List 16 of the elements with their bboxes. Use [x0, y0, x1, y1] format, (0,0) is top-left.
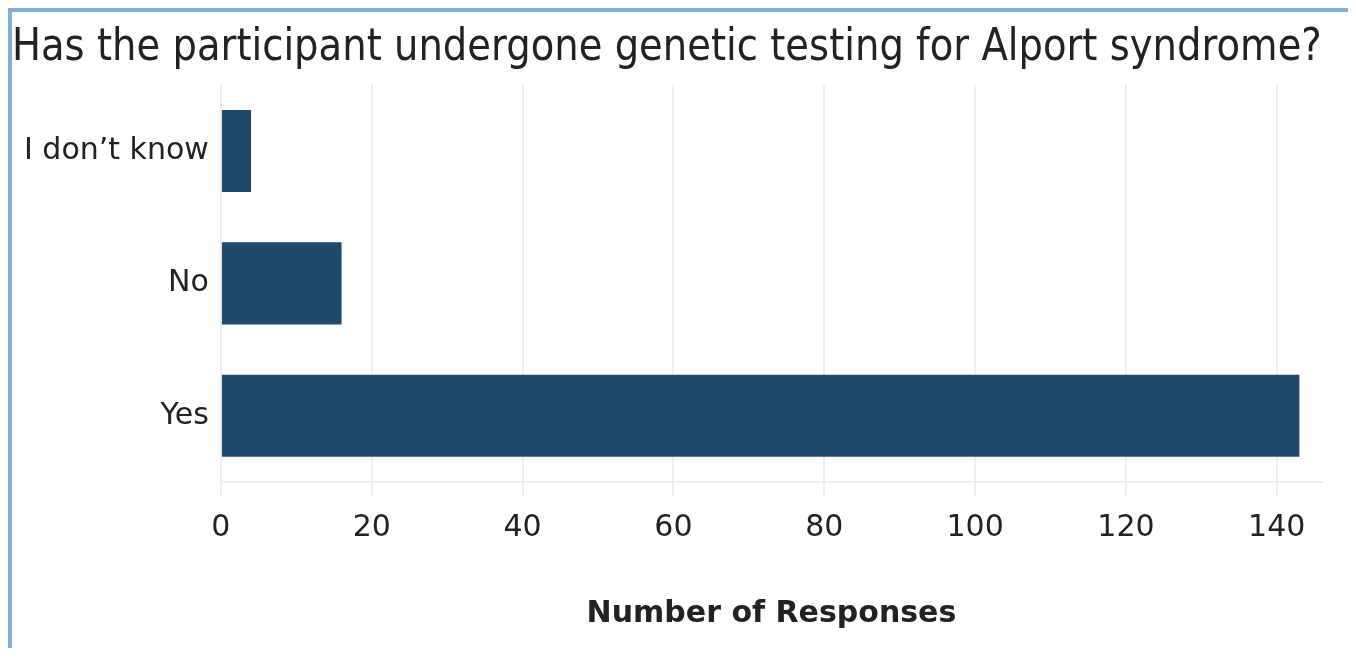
- x-tick-label: 60: [654, 507, 693, 543]
- bar: [221, 374, 1300, 457]
- x-tick-label: 120: [1097, 507, 1155, 543]
- x-axis-title: Number of Responses: [586, 593, 957, 629]
- x-tick-label: 100: [946, 507, 1004, 543]
- x-tick-label: 140: [1248, 507, 1306, 543]
- bar: [221, 109, 252, 193]
- y-tick-label: Yes: [159, 395, 209, 431]
- chart-title: Has the participant undergone genetic testing for Alport syndrome?: [12, 19, 1322, 71]
- bar: [221, 242, 342, 325]
- x-tick-label: 0: [211, 507, 231, 543]
- x-tick-label: 40: [503, 507, 542, 543]
- x-tick-label: 20: [352, 507, 391, 543]
- x-tick-label: 80: [805, 507, 844, 543]
- y-tick-label: I don’t know: [23, 130, 209, 166]
- y-tick-label: No: [168, 263, 209, 299]
